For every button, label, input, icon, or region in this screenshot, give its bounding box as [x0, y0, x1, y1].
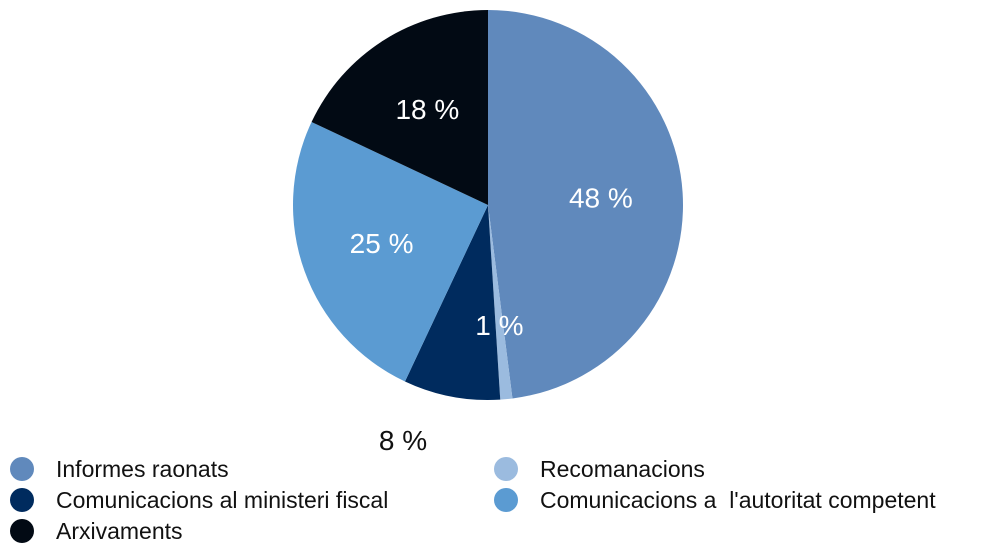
legend-marker-recomanacions: [494, 457, 518, 481]
slice-label-comunicacions-a-l-autoritat-competent: 25 %: [350, 228, 414, 259]
legend-label-comunicacions-autoritat-competent: Comunicacions a l'autoritat competent: [540, 487, 936, 514]
slice-label-comunicacions-al-ministeri-fiscal: 8 %: [379, 425, 427, 456]
legend-label-recomanacions: Recomanacions: [540, 456, 705, 483]
legend-item-comunicacions-ministeri-fiscal: Comunicacions al ministeri fiscal: [10, 485, 388, 515]
legend-item-recomanacions: Recomanacions: [494, 454, 705, 484]
legend-item-comunicacions-autoritat-competent: Comunicacions a l'autoritat competent: [494, 485, 936, 515]
legend-marker-comunicacions-autoritat-competent: [494, 488, 518, 512]
legend-item-arxivaments: Arxivaments: [10, 516, 183, 546]
legend-marker-comunicacions-ministeri-fiscal: [10, 488, 34, 512]
legend: Informes raonats Recomanacions Comunicac…: [0, 454, 1008, 546]
legend-item-informes-raonats: Informes raonats: [10, 454, 229, 484]
legend-label-arxivaments: Arxivaments: [56, 518, 183, 545]
slice-label-arxivaments: 18 %: [395, 94, 459, 125]
legend-label-comunicacions-ministeri-fiscal: Comunicacions al ministeri fiscal: [56, 487, 388, 514]
legend-marker-informes-raonats: [10, 457, 34, 481]
slice-label-recomanacions: 1 %: [475, 310, 523, 341]
slice-label-informes-raonats: 48 %: [569, 182, 633, 213]
legend-marker-arxivaments: [10, 519, 34, 543]
legend-label-informes-raonats: Informes raonats: [56, 456, 229, 483]
